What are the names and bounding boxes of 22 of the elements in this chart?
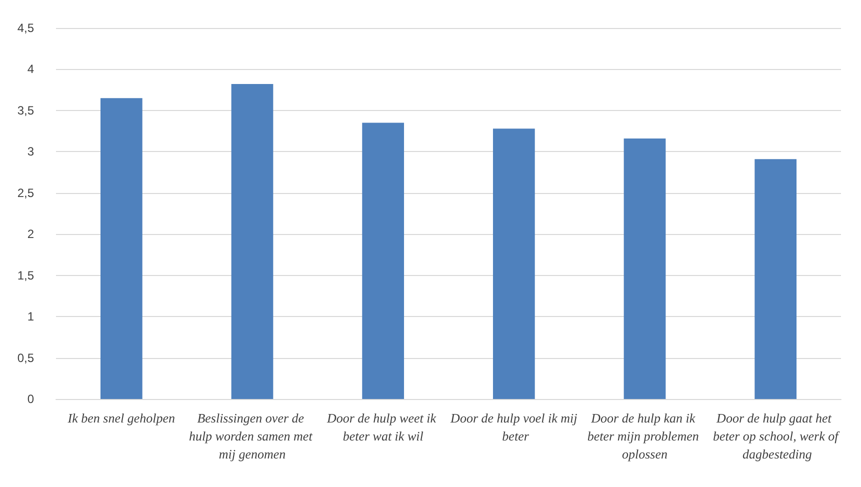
y-tick-label: 3 bbox=[27, 144, 34, 159]
y-tick-label: 1 bbox=[27, 310, 34, 324]
y-tick-label: 1,5 bbox=[17, 268, 34, 282]
bar bbox=[100, 98, 142, 399]
x-tick-label: Beslissingen over de hulp worden samen met mij genomen bbox=[188, 410, 316, 462]
bar bbox=[492, 128, 535, 399]
y-tick-label: 0,5 bbox=[17, 350, 34, 365]
x-tick-label: Door de hulp voel ik mij beter bbox=[450, 410, 578, 444]
y-tick-label: 2,5 bbox=[17, 186, 34, 200]
x-tick-label: Ik ben snel geholpen bbox=[66, 410, 176, 426]
y-tick-label: 4 bbox=[27, 62, 34, 76]
y-tick-label: 0 bbox=[27, 392, 34, 406]
x-tick-label: Door de hulp kan ik beter mijn problemen oplossen bbox=[587, 410, 702, 462]
y-tick-label: 2 bbox=[27, 227, 34, 242]
x-tick-label: Door de hulp weet ik beter wat ik wil bbox=[326, 410, 440, 444]
x-tick-label: Door de hulp gaat het beter op school, werk of dagbesteding bbox=[712, 410, 841, 462]
y-tick-label: 3,5 bbox=[17, 103, 34, 118]
bar bbox=[231, 84, 274, 399]
bar bbox=[362, 122, 404, 399]
y-tick-label: 4,5 bbox=[17, 21, 34, 35]
bar bbox=[624, 138, 666, 399]
bar bbox=[754, 159, 797, 399]
